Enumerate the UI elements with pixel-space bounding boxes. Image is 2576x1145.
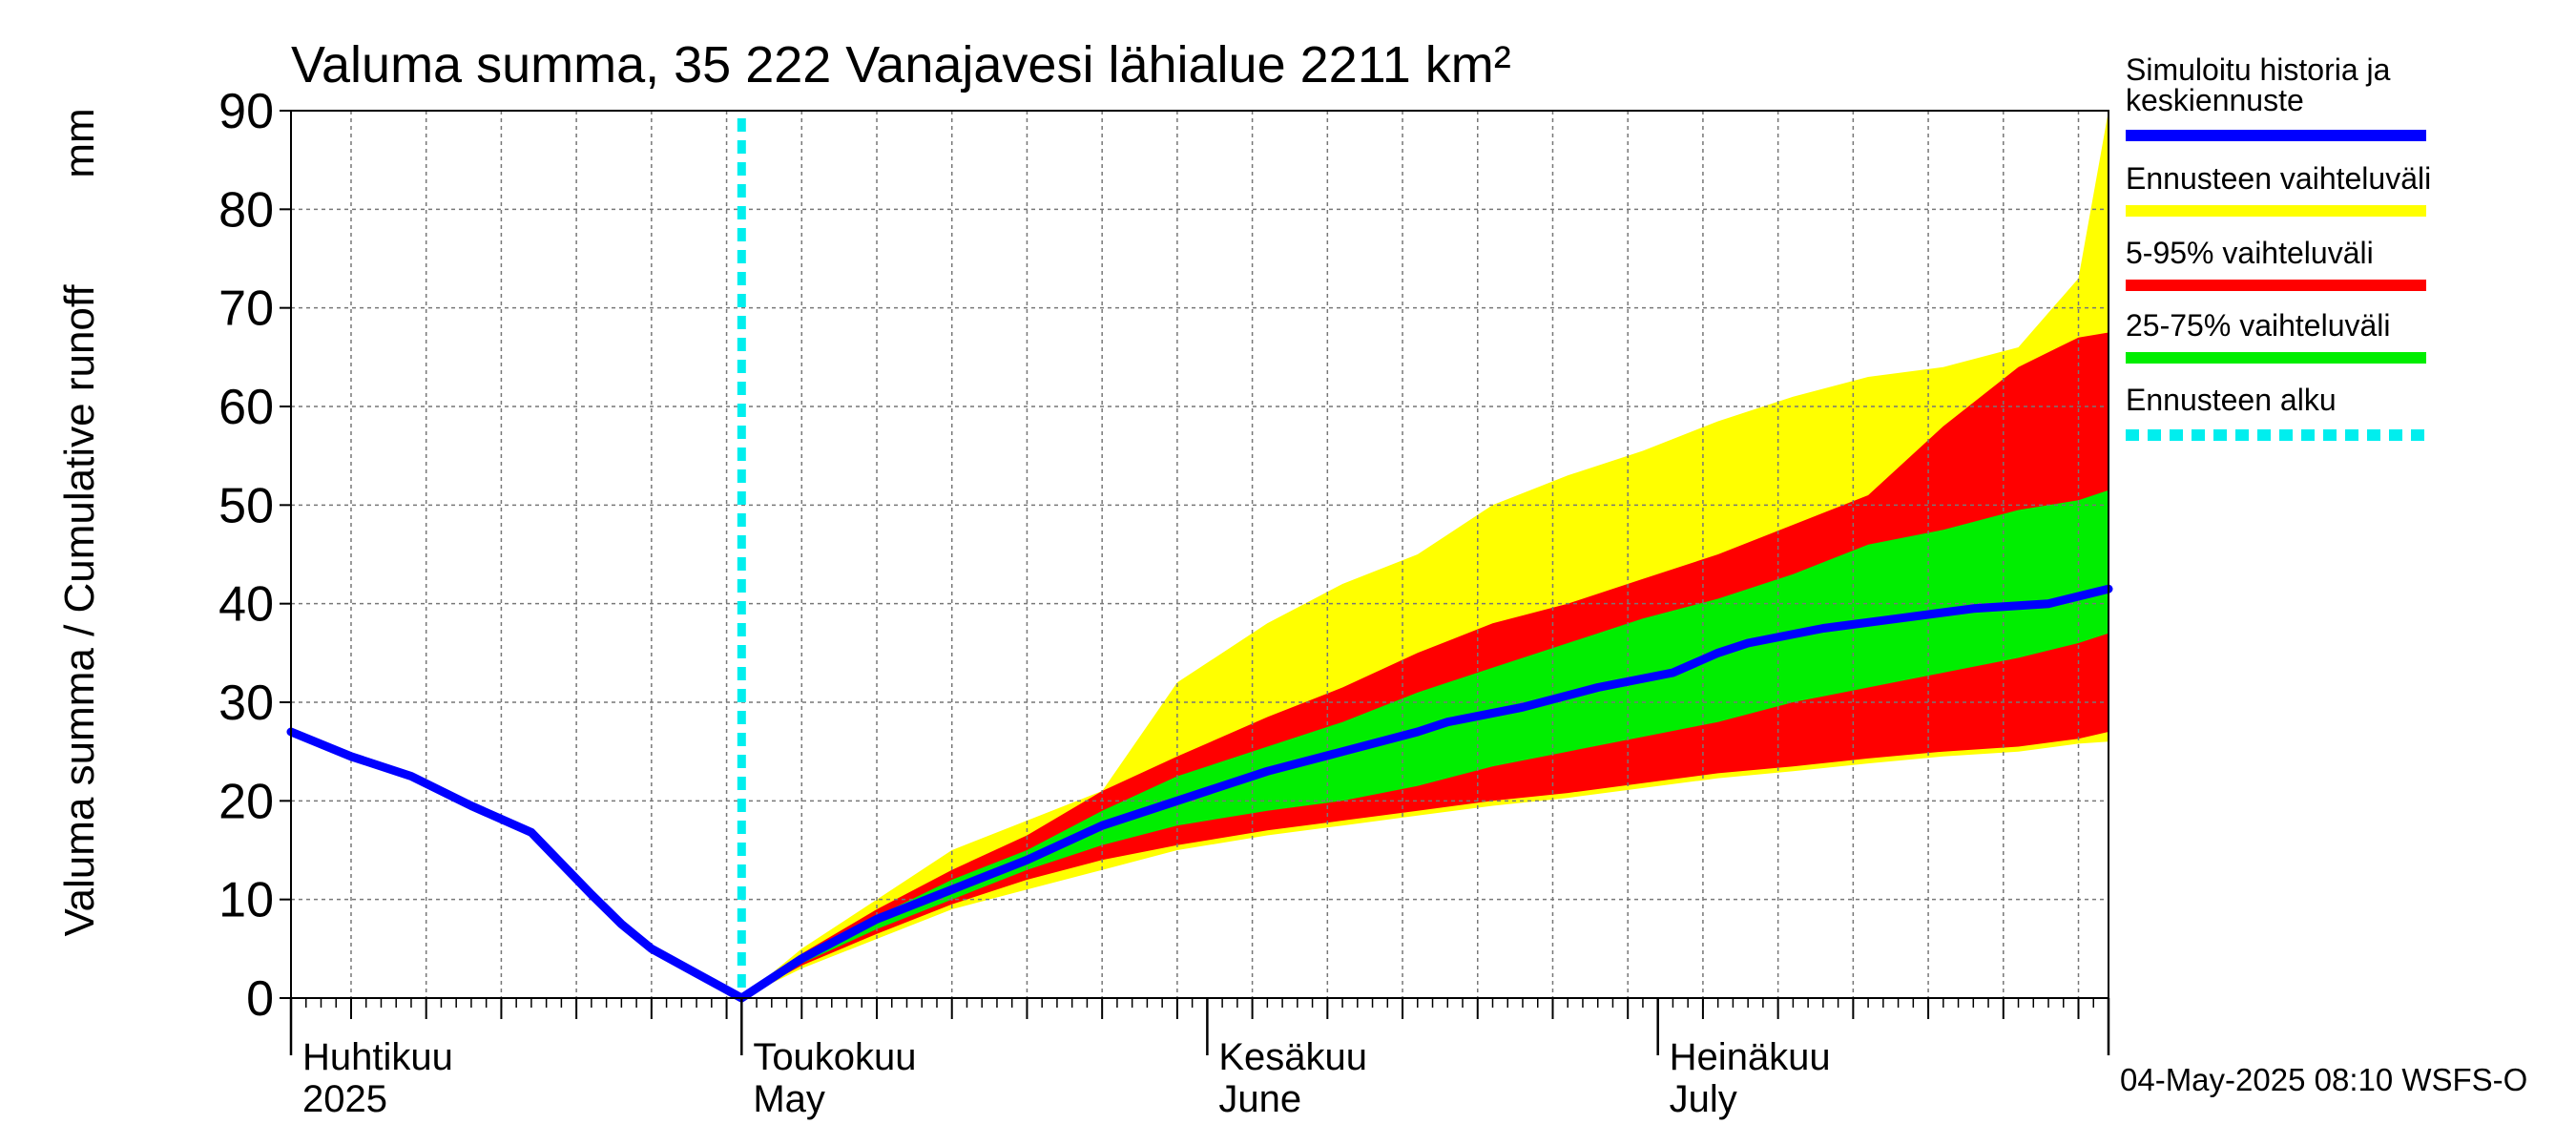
x-month-label-en: May bbox=[753, 1078, 825, 1120]
y-tick-label: 60 bbox=[218, 380, 274, 435]
y-tick-label: 50 bbox=[218, 478, 274, 533]
x-month-label-fi: Toukokuu bbox=[753, 1036, 916, 1078]
x-month-label-fi: Huhtikuu bbox=[302, 1036, 453, 1078]
legend-label: Ennusteen alku bbox=[2126, 383, 2337, 417]
x-month-label-en: June bbox=[1218, 1078, 1301, 1120]
legend-label: 25-75% vaihteluväli bbox=[2126, 308, 2391, 343]
x-month-label-en: July bbox=[1670, 1078, 1737, 1120]
y-tick-label: 40 bbox=[218, 577, 274, 633]
band-25-75 bbox=[741, 489, 2109, 998]
y-tick-label: 20 bbox=[218, 774, 274, 829]
y-axis-unit: mm bbox=[56, 108, 103, 177]
plot-area bbox=[286, 110, 2113, 1003]
legend-item: 5-95% vaihteluväli bbox=[2126, 236, 2426, 291]
y-tick-label: 30 bbox=[218, 676, 274, 731]
x-month-label-en: 2025 bbox=[302, 1078, 387, 1120]
legend-label: Simuloitu historia ja bbox=[2126, 52, 2391, 87]
y-axis-title: Valuma summa / Cumulative runoff bbox=[56, 284, 103, 937]
x-month-label-fi: Heinäkuu bbox=[1670, 1036, 1831, 1078]
y-tick-label: 80 bbox=[218, 182, 274, 238]
y-tick-label: 90 bbox=[218, 84, 274, 139]
legend-item: Ennusteen vaihteluväli bbox=[2126, 161, 2431, 217]
y-axis-ticks: 0 10 20 30 40 50 60 70 80 90 bbox=[218, 84, 291, 1027]
y-tick-label: 70 bbox=[218, 281, 274, 337]
series-lines bbox=[286, 118, 2113, 1003]
y-tick-label: 10 bbox=[218, 873, 274, 928]
legend-item: 25-75% vaihteluväli bbox=[2126, 308, 2426, 364]
plot-frame bbox=[290, 110, 2109, 999]
legend-label: keskiennuste bbox=[2126, 83, 2304, 117]
x-month-label-fi: Kesäkuu bbox=[1218, 1036, 1367, 1078]
y-tick-label: 0 bbox=[246, 971, 274, 1027]
legend-label: Ennusteen vaihteluväli bbox=[2126, 161, 2431, 196]
band-full-range bbox=[741, 111, 2109, 998]
median-series-line bbox=[286, 584, 2113, 1003]
legend-item: Ennusteen alku bbox=[2126, 383, 2426, 441]
chart-title: Valuma summa, 35 222 Vanajavesi lähialue… bbox=[291, 36, 1511, 94]
timestamp-label: 04-May-2025 08:10 WSFS-O bbox=[2120, 1062, 2527, 1097]
legend-label: 5-95% vaihteluväli bbox=[2126, 236, 2374, 270]
